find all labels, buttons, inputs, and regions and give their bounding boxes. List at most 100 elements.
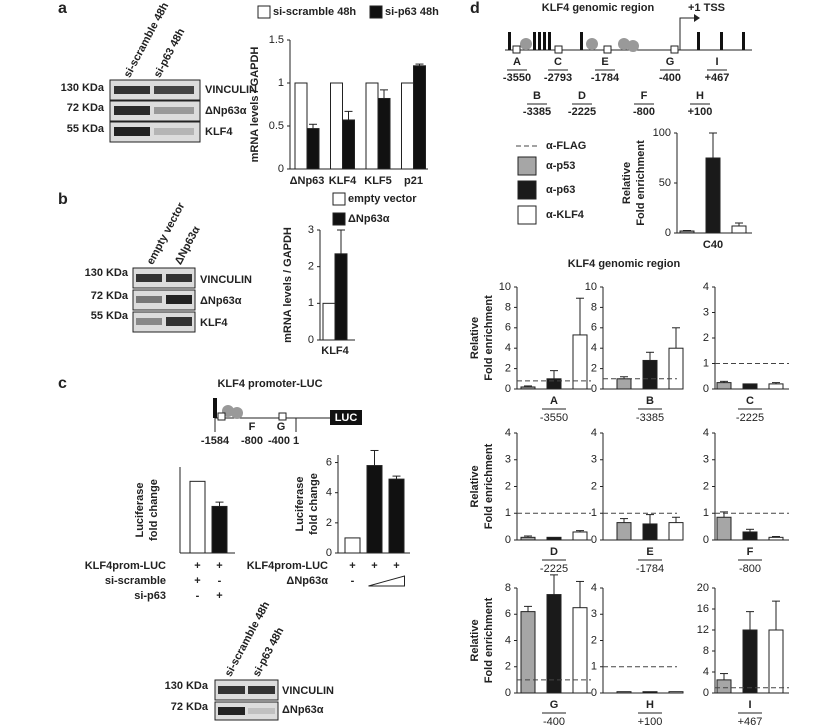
condition-mark: - [196,590,200,602]
error-bar [337,229,345,254]
y-tick-label: 0 [591,383,597,395]
bar [365,82,379,170]
legend-label: α-FLAG [546,140,586,152]
legend-label: si-p63 48h [385,6,439,18]
condition-mark: + [371,560,377,572]
bar [642,359,658,390]
site-label: B [533,90,541,102]
bar [668,347,684,390]
x-tick-label: p21 [404,175,423,187]
bar [520,611,536,694]
y-tick-label: 2 [505,480,511,492]
chart-label: B [646,395,654,407]
error-bar [576,297,584,335]
y-tick-label: 8 [505,301,511,313]
x-tick-label: KLF4 [329,175,357,187]
bar [731,225,747,234]
y-axis-label: Luciferase [294,476,306,531]
error-bar [720,380,728,383]
error-bar [370,449,379,466]
bar [768,536,784,541]
y-tick-label: 0 [505,687,511,699]
bar [572,531,588,541]
site-position: +100 [688,106,713,118]
error-bar [735,222,743,226]
condition-mark: + [349,560,355,572]
bar [520,536,536,541]
site-position: -400 [268,435,290,447]
y-tick-label: 0 [326,547,332,559]
y-tick-label: 2 [591,480,597,492]
blot [214,679,279,721]
bar [616,522,632,541]
site-position: 1 [293,435,299,447]
x-tick-label: ΔNp63 [290,175,325,187]
bar [642,691,658,694]
marker-label: 130 KDa [61,82,105,94]
marker-label: 130 KDa [85,267,129,279]
diagram-title: KLF4 promoter-LUC [217,378,322,390]
bar [546,536,562,541]
protein-label: VINCULIN [205,84,257,96]
y-tick-label: 4 [505,634,511,646]
y-tick-label: 0 [505,383,511,395]
bar [616,691,632,694]
bar [679,230,695,234]
y-tick-label: 50 [659,177,671,189]
condition-label: ΔNp63α [286,575,328,587]
protein-label: KLF4 [205,126,233,138]
y-tick-label: 3 [308,224,314,236]
gradient-wedge [368,575,405,587]
condition-label: KLF4prom-LUC [85,560,166,572]
error-bar [344,110,353,120]
chart-label: C [746,395,754,407]
error-bar [772,536,780,538]
site-position: -3550 [503,72,531,84]
y-axis-label: Fold enrichment [483,295,495,381]
legend-swatch [369,5,383,19]
condition-mark: + [194,575,200,587]
chart-label: I [748,699,751,711]
error-bar [620,518,628,523]
y-tick-label: 4 [703,281,709,293]
error-bar [550,370,558,379]
y-tick-label: 4 [591,582,597,594]
error-bar [309,123,317,129]
y-axis-label: Fold enrichment [635,140,647,226]
luc-label: LUC [335,412,358,424]
bar [322,302,336,341]
chart-label: D [550,546,558,558]
bar [742,383,758,390]
y-tick-label: 2 [591,634,597,646]
error-bar [746,611,754,630]
x-tick-label: KLF4 [321,345,349,357]
site-position: -2225 [568,106,596,118]
error-bar [720,673,728,680]
condition-mark: + [216,590,222,602]
bar [716,516,732,541]
error-bar [672,327,680,349]
site-position: -400 [659,72,681,84]
bar [189,480,206,554]
y-tick-label: 1 [505,507,511,519]
site-position: -1784 [591,72,620,84]
y-tick-label: 3 [505,454,511,466]
legend-swatch [257,5,271,19]
site-label: A [513,56,521,68]
bar [642,523,658,541]
bar [768,383,784,390]
bar [716,382,732,390]
site-position: -800 [633,106,655,118]
marker-label: 55 KDa [91,310,129,322]
protein-label: ΔNp63α [200,295,242,307]
y-tick-label: 3 [591,608,597,620]
bar [334,253,348,341]
y-tick-label: 0 [591,687,597,699]
y-tick-label: 12 [697,624,709,636]
y-tick-label: 6 [505,608,511,620]
y-tick-label: 4 [591,427,597,439]
condition-label: si-p63 [134,590,166,602]
chart-sublabel: -1784 [636,563,664,575]
y-tick-label: 0 [703,534,709,546]
y-axis-label: fold change [148,479,160,541]
